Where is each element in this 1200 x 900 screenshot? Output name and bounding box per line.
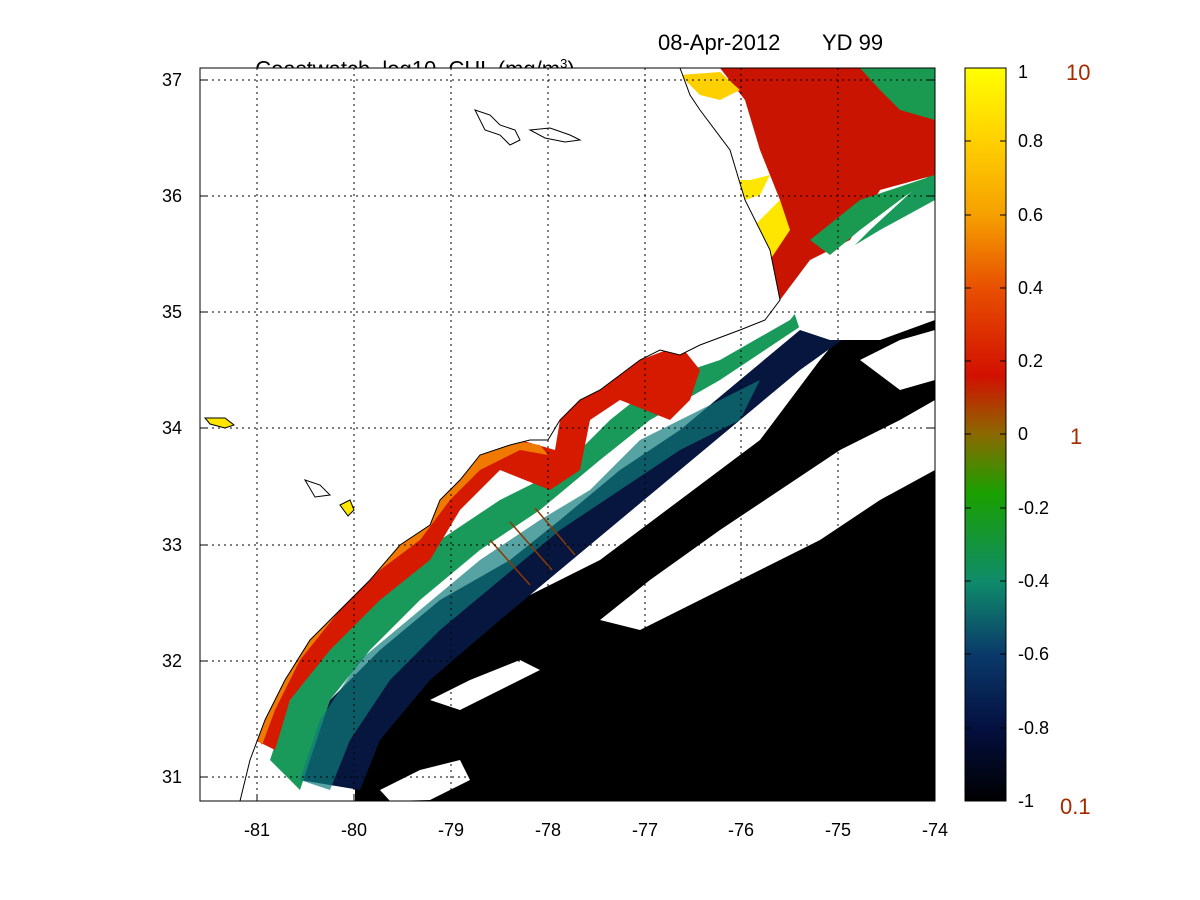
transect-line-2 — [509, 521, 553, 571]
lat-label-37: 37 — [162, 70, 183, 90]
inland-lake-2 — [528, 127, 582, 143]
northern-region-green-2 — [810, 175, 935, 255]
shelf-waters-green — [270, 170, 935, 790]
inland-lake-4 — [303, 479, 332, 498]
lon-label-75: -75 — [824, 820, 851, 840]
lon-label-74: -74 — [921, 820, 948, 840]
cloud-patch-4 — [380, 760, 470, 801]
lat-label-36: 36 — [162, 186, 183, 206]
colorbar-label-minus-0.4: -0.4 — [1018, 571, 1050, 591]
colorbar-label-minus-0.6: -0.6 — [1018, 644, 1050, 664]
coastal-band-red — [255, 345, 700, 750]
colorbar-label-0: 0 — [1018, 424, 1029, 444]
axis-ticks — [200, 79, 935, 801]
concentration-label-0.1: 0.1 — [1060, 794, 1091, 819]
colorbar-label-0.8: 0.8 — [1018, 131, 1044, 151]
lon-label-81: -81 — [243, 820, 270, 840]
colorbar-label-0.2: 0.2 — [1018, 351, 1044, 371]
map-date: 08-Apr-2012 — [658, 30, 781, 55]
lon-label-77: -77 — [631, 820, 658, 840]
coastline — [199, 67, 781, 802]
colorbar-label-0.4: 0.4 — [1018, 278, 1044, 298]
inland-lake-1 — [474, 109, 521, 146]
transect-line-1 — [489, 539, 531, 586]
inland-lake-5 — [203, 417, 236, 429]
chesapeake-mouth — [680, 72, 740, 100]
colorbar-label-0.6: 0.6 — [1018, 205, 1044, 225]
cloud-patch-5 — [860, 330, 935, 390]
inland-lake-3 — [339, 499, 355, 517]
cloud-patch-3 — [430, 660, 540, 710]
lat-label-32: 32 — [162, 651, 183, 671]
colorbar — [964, 67, 1007, 802]
lat-label-35: 35 — [162, 302, 183, 322]
map-yearday: YD 99 — [822, 30, 884, 55]
title-superscript: 3 — [560, 56, 568, 71]
lon-label-79: -79 — [437, 820, 464, 840]
colorbar-label-1: 1 — [1018, 62, 1029, 82]
colorbar-label-minus-0.8: -0.8 — [1018, 718, 1050, 738]
shelf-break-band — [300, 240, 935, 790]
northern-region-green — [860, 68, 935, 120]
colorbar-ticks — [965, 140, 1006, 729]
lat-label-33: 33 — [162, 535, 183, 555]
lon-label-76: -76 — [727, 820, 754, 840]
transect-line-3 — [534, 507, 576, 556]
map-frame — [199, 67, 936, 802]
lat-label-31: 31 — [162, 767, 183, 787]
shelf-waters-teal — [300, 380, 760, 790]
lat-label-34: 34 — [162, 418, 183, 438]
colorbar-label-minus-1: -1 — [1018, 791, 1035, 811]
concentration-label-1: 1 — [1070, 424, 1083, 449]
colorbar-label-minus-0.2: -0.2 — [1018, 498, 1050, 518]
lon-label-80: -80 — [340, 820, 367, 840]
lon-label-78: -78 — [534, 820, 561, 840]
cloud-patch-2 — [600, 400, 935, 630]
cloud-patch-1 — [790, 200, 935, 340]
concentration-label-10: 10 — [1066, 60, 1091, 85]
